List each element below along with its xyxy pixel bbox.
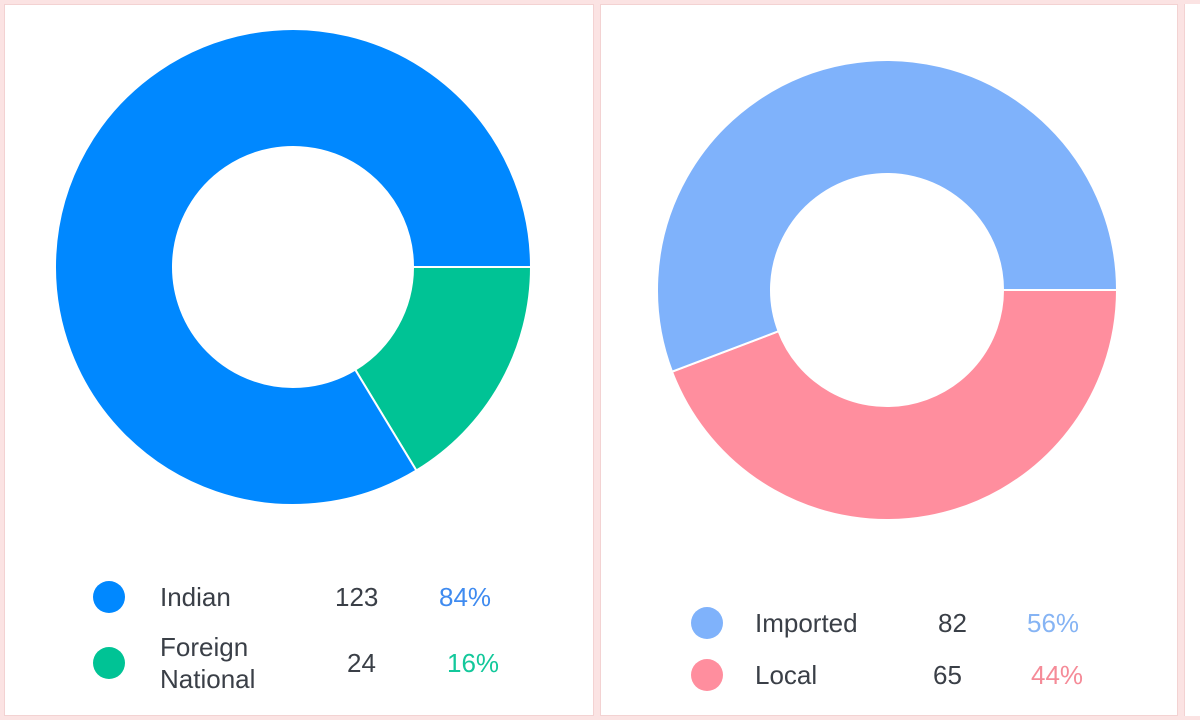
chart-panel-nationality: Indian 123 84% Foreign National 24 16% xyxy=(4,4,594,716)
legend-count: 24 xyxy=(347,648,376,678)
donut-chart-origin xyxy=(656,59,1119,521)
legend-percent: 56% xyxy=(1027,608,1080,638)
legend-item-indian: Indian 123 84% xyxy=(5,577,595,617)
legend-item-foreign-national: Foreign National 24 16% xyxy=(5,631,595,701)
legend-item-local: Local 65 44% xyxy=(601,655,1179,695)
donut-slice-imported xyxy=(656,59,1119,374)
legend-swatch-indian xyxy=(93,581,125,613)
chart-panel-origin: Imported 82 56% Local 65 44% xyxy=(600,4,1178,716)
donut-slice-foreign-national xyxy=(353,266,533,472)
legend-label: Indian xyxy=(160,582,231,612)
legend-label: Foreign National xyxy=(160,632,256,694)
legend-swatch-local xyxy=(691,659,723,691)
legend-label: Local xyxy=(755,660,818,690)
legend-count: 123 xyxy=(335,582,379,612)
legend-swatch-imported xyxy=(691,607,723,639)
legend-percent: 44% xyxy=(1031,660,1084,690)
legend-count: 65 xyxy=(933,660,962,690)
donut-slice-local xyxy=(670,289,1119,521)
legend-percent: 16% xyxy=(447,648,500,678)
legend-percent: 84% xyxy=(439,582,492,612)
legend-label: Imported xyxy=(755,608,858,638)
adjacent-panel-edge xyxy=(1184,4,1200,716)
legend-swatch-foreign-national xyxy=(93,647,125,679)
legend-count: 82 xyxy=(938,608,967,638)
legend-item-imported: Imported 82 56% xyxy=(601,603,1179,643)
donut-slice-indian xyxy=(54,28,533,506)
donut-chart-nationality xyxy=(54,28,533,506)
